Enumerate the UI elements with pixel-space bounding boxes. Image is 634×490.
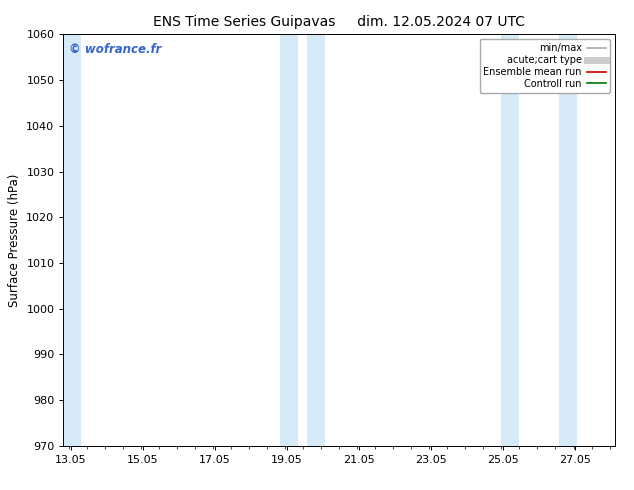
Legend: min/max, acute;cart type, Ensemble mean run, Controll run: min/max, acute;cart type, Ensemble mean … xyxy=(479,39,610,93)
Bar xyxy=(501,34,519,446)
Title: ENS Time Series Guipavas     dim. 12.05.2024 07 UTC: ENS Time Series Guipavas dim. 12.05.2024… xyxy=(153,15,525,29)
Bar xyxy=(559,34,577,446)
Bar xyxy=(63,34,81,446)
Bar xyxy=(280,34,298,446)
Bar xyxy=(307,34,325,446)
Text: © wofrance.fr: © wofrance.fr xyxy=(69,43,161,55)
Y-axis label: Surface Pressure (hPa): Surface Pressure (hPa) xyxy=(8,173,21,307)
